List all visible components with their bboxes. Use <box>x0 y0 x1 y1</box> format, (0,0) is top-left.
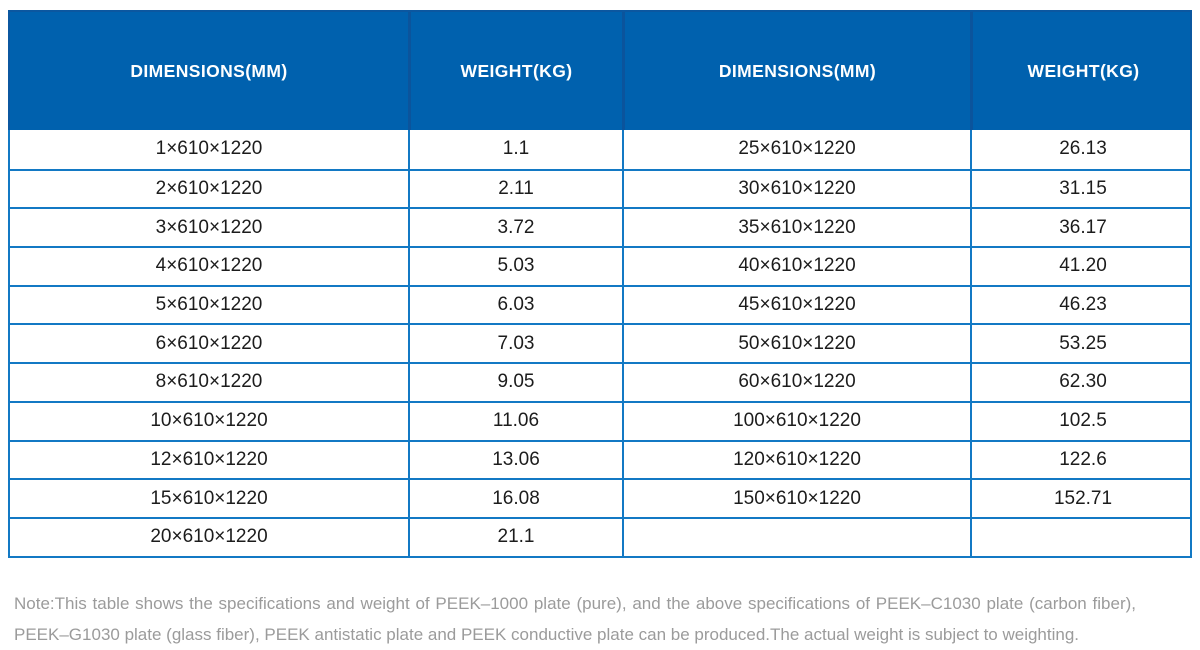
weight-cell: 16.08 <box>408 480 622 517</box>
table-body: 1×610×1220 1.1 25×610×1220 26.13 2×610×1220 2… <box>8 130 1192 558</box>
weight-cell: 62.30 <box>970 364 1194 401</box>
table-row: 1×610×1220 1.1 25×610×1220 26.13 <box>10 130 1190 169</box>
peek-plate-spec-table: DIMENSIONS(MM) WEIGHT(KG) DIMENSIONS(MM)… <box>8 10 1192 558</box>
dimensions-cell: 35×610×1220 <box>622 209 970 247</box>
table-row: 20×610×1220 21.1 <box>10 516 1190 556</box>
weight-cell: 36.17 <box>970 209 1194 247</box>
header-weight-2: WEIGHT(KG) <box>970 12 1194 130</box>
weight-cell: 53.25 <box>970 325 1194 363</box>
dimensions-cell: 120×610×1220 <box>622 441 970 479</box>
table-footnote: Note:This table shows the specifications… <box>14 588 1136 650</box>
weight-cell: 152.71 <box>970 480 1194 517</box>
weight-cell: 26.13 <box>970 130 1194 169</box>
weight-cell: 122.6 <box>970 441 1194 479</box>
weight-cell: 41.20 <box>970 248 1194 285</box>
dimensions-cell: 1×610×1220 <box>155 138 263 160</box>
table-row: 2×610×1220 2.11 30×610×1220 31.15 <box>10 168 1190 208</box>
weight-cell: 2.11 <box>408 170 622 208</box>
weight-cell: 13.06 <box>408 441 622 479</box>
dimensions-cell: 10×610×1220 <box>150 410 268 432</box>
weight-cell: 1.1 <box>408 130 622 169</box>
footnote-line-1: Note:This table shows the specifications… <box>14 594 1136 613</box>
header-dimensions-1: DIMENSIONS(MM) <box>130 60 288 81</box>
header-weight-1: WEIGHT(KG) <box>408 12 622 130</box>
weight-cell: 31.15 <box>970 170 1194 208</box>
dimensions-cell: 20×610×1220 <box>150 526 268 548</box>
weight-cell: 11.06 <box>408 402 622 440</box>
weight-cell <box>970 518 1194 556</box>
header-dimensions-2: DIMENSIONS(MM) <box>622 12 970 130</box>
table-row: 5×610×1220 6.03 45×610×1220 46.23 <box>10 284 1190 324</box>
weight-cell: 6.03 <box>408 286 622 324</box>
weight-cell: 5.03 <box>408 248 622 285</box>
dimensions-cell: 30×610×1220 <box>622 170 970 208</box>
dimensions-cell: 6×610×1220 <box>155 332 263 354</box>
dimensions-cell: 12×610×1220 <box>150 448 268 470</box>
dimensions-cell: 45×610×1220 <box>622 286 970 324</box>
weight-cell: 7.03 <box>408 325 622 363</box>
weight-cell: 3.72 <box>408 209 622 247</box>
dimensions-cell: 150×610×1220 <box>622 480 970 517</box>
table-row: 6×610×1220 7.03 50×610×1220 53.25 <box>10 323 1190 363</box>
dimensions-cell: 25×610×1220 <box>622 130 970 169</box>
weight-cell: 21.1 <box>408 518 622 556</box>
dimensions-cell: 100×610×1220 <box>622 402 970 440</box>
weight-cell: 9.05 <box>408 364 622 401</box>
dimensions-cell: 60×610×1220 <box>622 364 970 401</box>
table-row: 4×610×1220 5.03 40×610×1220 41.20 <box>10 246 1190 285</box>
weight-cell: 102.5 <box>970 402 1194 440</box>
footnote-line-2: PEEK–G1030 plate (glass fiber), PEEK ant… <box>14 625 1080 644</box>
table-row: 15×610×1220 16.08 150×610×1220 152.71 <box>10 478 1190 517</box>
table-row: 10×610×1220 11.06 100×610×1220 102.5 <box>10 400 1190 440</box>
dimensions-cell: 2×610×1220 <box>155 178 263 200</box>
table-row: 3×610×1220 3.72 35×610×1220 36.17 <box>10 207 1190 247</box>
dimensions-cell <box>622 518 970 556</box>
table-header-row: DIMENSIONS(MM) WEIGHT(KG) DIMENSIONS(MM)… <box>8 10 1192 130</box>
weight-cell: 46.23 <box>970 286 1194 324</box>
table-row: 8×610×1220 9.05 60×610×1220 62.30 <box>10 362 1190 401</box>
dimensions-cell: 50×610×1220 <box>622 325 970 363</box>
dimensions-cell: 40×610×1220 <box>622 248 970 285</box>
dimensions-cell: 15×610×1220 <box>150 487 268 509</box>
dimensions-cell: 5×610×1220 <box>155 294 263 316</box>
dimensions-cell: 4×610×1220 <box>155 255 263 277</box>
dimensions-cell: 3×610×1220 <box>155 216 263 238</box>
table-row: 12×610×1220 13.06 120×610×1220 122.6 <box>10 439 1190 479</box>
dimensions-cell: 8×610×1220 <box>155 371 263 393</box>
